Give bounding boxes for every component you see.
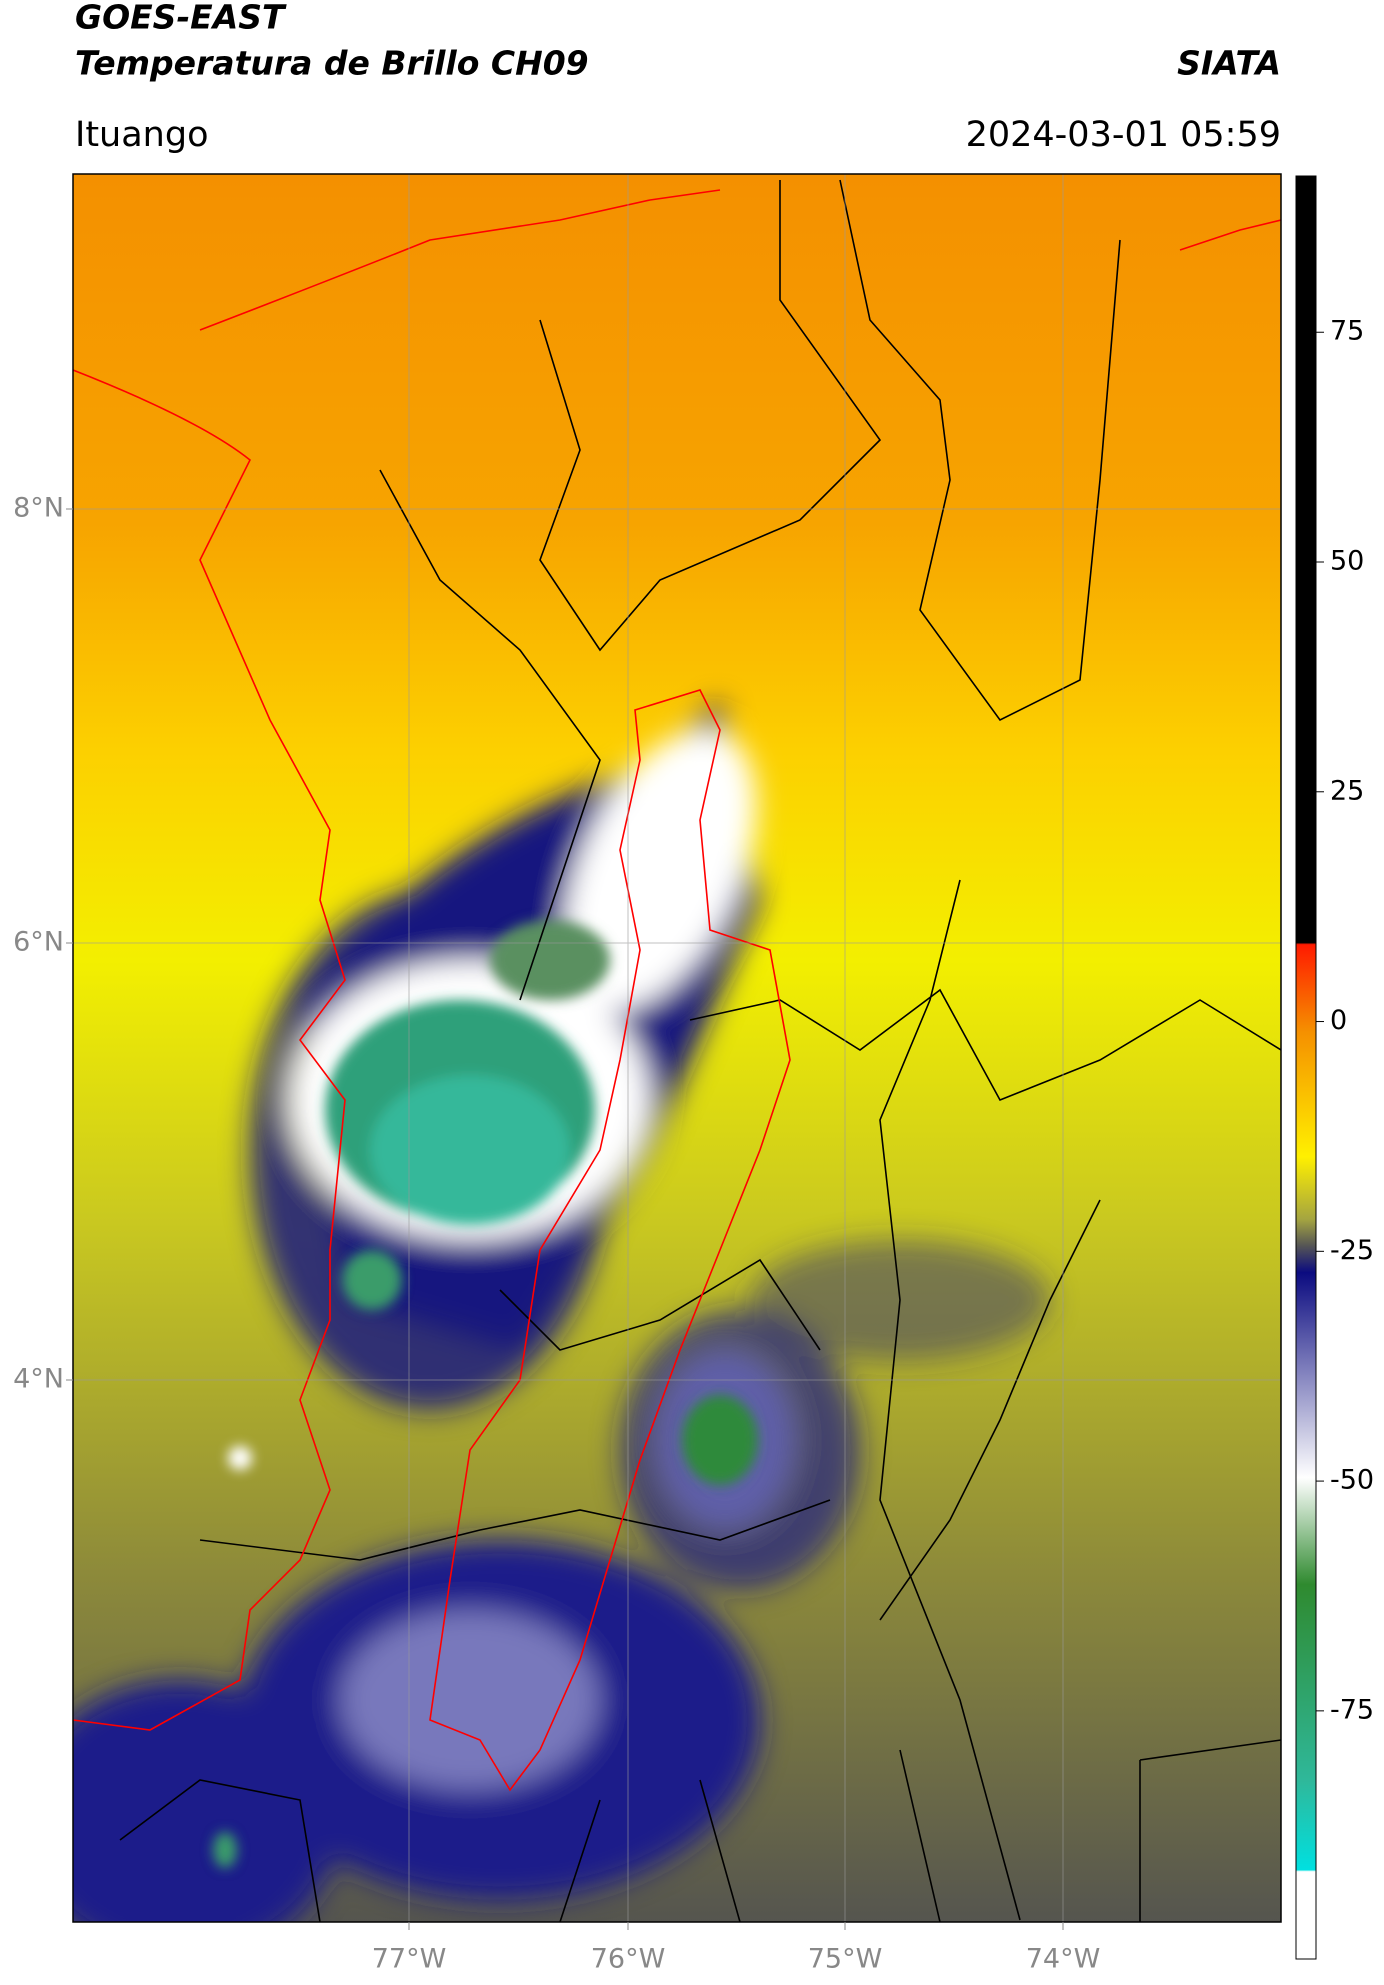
lon-label: 77°W <box>372 1944 447 1975</box>
lon-label: 74°W <box>1026 1944 1101 1975</box>
lat-label: 6°N <box>13 927 64 958</box>
datetime: 2024-03-01 05:59 <box>966 115 1281 155</box>
title: GOES-EAST <box>75 0 287 37</box>
colorbar <box>1295 175 1317 1960</box>
colorbar-tick-label: -50 <box>1330 1465 1374 1496</box>
map-frame <box>72 173 1282 1923</box>
colorbar-ticks: 75 50 25 0 -25 -50 -75 <box>1316 316 1374 1725</box>
lat-label: 8°N <box>13 493 64 524</box>
satellite-image <box>73 174 1281 1922</box>
location: Ituango <box>75 115 209 155</box>
source: SIATA <box>1177 44 1281 83</box>
lon-label: 76°W <box>591 1944 666 1975</box>
colorbar-tick-label: -25 <box>1330 1235 1374 1266</box>
colorbar-tick-label: 25 <box>1330 775 1364 806</box>
subtitle: Temperatura de Brillo CH09 <box>75 44 589 83</box>
colorbar-tick-label: 50 <box>1330 546 1364 577</box>
colorbar-tick-label: 75 <box>1330 316 1364 347</box>
colorbar-tick-label: 0 <box>1330 1005 1347 1036</box>
lon-label: 75°W <box>808 1944 883 1975</box>
lat-label: 4°N <box>13 1364 64 1395</box>
geo-labels: 8°N 6°N 4°N 77°W 76°W 75°W 74°W <box>13 493 1100 1975</box>
colorbar-tick-label: -75 <box>1330 1694 1374 1725</box>
